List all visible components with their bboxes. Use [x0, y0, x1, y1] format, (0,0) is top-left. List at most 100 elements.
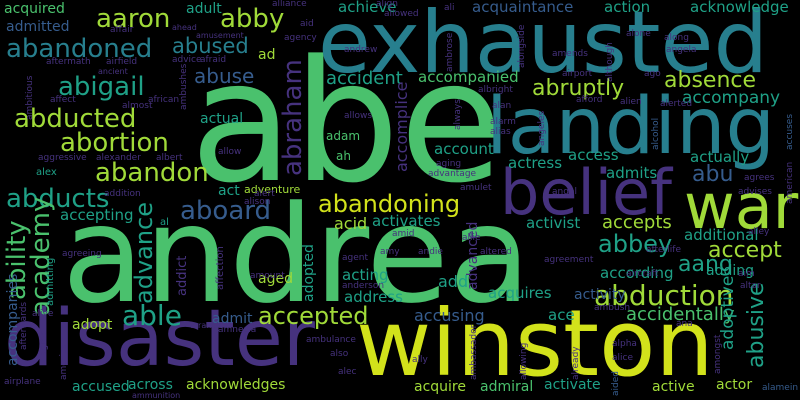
word-agency: agency [284, 33, 317, 43]
word-advises: advises [738, 187, 772, 197]
word-abortion: abortion [60, 128, 169, 158]
word-acquires: acquires [488, 284, 552, 302]
word-actor: actor [716, 377, 753, 393]
word-alec: alec [338, 367, 357, 377]
word-alexander: alexander [96, 153, 141, 163]
word-abu: abu [692, 162, 734, 187]
word-affair: affair [110, 25, 134, 35]
word-andie: andie [418, 247, 443, 257]
word-abruptly: abruptly [532, 76, 625, 101]
word-amulet: amulet [460, 183, 492, 193]
word-abby: abby [220, 4, 285, 34]
word-abbey: abbey [598, 230, 673, 258]
word-alpha: alpha [612, 339, 637, 349]
word-ambrose: ambrose [445, 32, 455, 72]
word-landing: landing [486, 82, 776, 172]
word-action: action [604, 0, 651, 16]
word-abe: abe [190, 24, 503, 220]
word-aged: aged [258, 271, 293, 287]
word-actually: actually [690, 148, 750, 166]
word-abused: abused [172, 34, 249, 58]
word-afterwards: afterwards [19, 301, 29, 350]
word-anderson: anderson [342, 281, 385, 291]
word-acquired: acquired [4, 1, 65, 17]
word-alley: alley [748, 227, 770, 237]
word-accomplice: accomplice [392, 81, 411, 172]
word-actual: actual [200, 111, 244, 127]
word-adopted: adopted [301, 244, 317, 302]
word-adult: adult [186, 1, 222, 17]
word-adam: adam [326, 129, 361, 143]
word-acquaintance: acquaintance [472, 0, 574, 16]
word-aggressive: aggressive [38, 153, 87, 163]
word-act: act [218, 183, 240, 199]
word-alien: alien [620, 97, 642, 107]
word-agent: agent [342, 253, 368, 263]
word-admit: admit [212, 311, 253, 327]
word-according: according [600, 264, 674, 282]
word-ad: ad [258, 47, 276, 63]
word-albert: albert [156, 153, 183, 163]
word-activist: activist [526, 214, 581, 232]
word-accompany: accompany [682, 88, 781, 108]
word-afford: afford [576, 95, 603, 105]
word-ahead: ahead [172, 23, 197, 32]
word-angela: angela [666, 45, 697, 55]
word-amusement: amusement [196, 31, 244, 40]
word-addition: addition [104, 189, 141, 199]
word-america: america [59, 343, 69, 380]
word-agreeing: agreeing [62, 249, 102, 259]
word-alex: alex [36, 167, 57, 178]
word-ace: ace [548, 306, 575, 324]
word-airfield: airfield [106, 57, 138, 67]
word-ali: ali [444, 3, 455, 13]
word-addict: addict [175, 255, 190, 296]
word-alert: alert [254, 189, 275, 199]
word-ancient: ancient [98, 67, 128, 76]
word-abduction: abduction [594, 279, 734, 312]
word-allows: allows [344, 111, 373, 121]
word-allow: allow [218, 147, 242, 157]
word-aircraft: aircraft [626, 269, 659, 279]
word-amends: amends [552, 49, 588, 59]
word-acting: acting [342, 266, 389, 284]
word-accuses: accuses [785, 113, 795, 150]
word-accused: accused [72, 379, 130, 395]
word-amnesia: amnesia [218, 325, 257, 335]
word-alerted: alerted [660, 99, 693, 109]
word-abandoned: abandoned [6, 34, 153, 64]
word-acquire: acquire [414, 379, 466, 395]
word-affect: affect [50, 95, 76, 105]
word-angel: angel [552, 187, 577, 197]
word-disaster: disaster [4, 294, 315, 384]
word-aang: aang [678, 252, 733, 277]
word-alongside: alongside [517, 24, 527, 68]
word-abandon: abandon [95, 158, 209, 188]
word-allowing: allowing [519, 342, 529, 380]
word-also: also [330, 349, 349, 359]
word-ambassador: ambassador [469, 324, 479, 380]
word-angeles: angeles [537, 110, 547, 146]
word-acid: acid [334, 214, 368, 233]
word-adopt: adopt [72, 317, 113, 333]
word-african: african [148, 95, 180, 105]
word-achieve: achieve [338, 0, 397, 16]
word-activity: activity [574, 287, 626, 303]
word-afraid: afraid [200, 55, 227, 65]
word-able: able [122, 299, 182, 332]
word-across: across [128, 377, 173, 393]
word-abraham: abraham [278, 59, 308, 176]
word-andrew: andrew [344, 45, 378, 55]
word-along: along [664, 33, 689, 43]
word-alarm: alarm [490, 117, 516, 127]
word-alcohol: alcohol [651, 117, 661, 150]
word-admitting: admitting [45, 257, 56, 306]
word-belief: belief [500, 156, 672, 229]
word-alive: alive [32, 309, 54, 319]
word-alan: alan [492, 101, 512, 111]
word-aim: aim [738, 269, 755, 279]
word-advanced: advanced [465, 221, 481, 290]
word-admits: admits [606, 164, 658, 182]
word-activates: activates [372, 212, 441, 230]
word-ambush: ambush [594, 303, 631, 313]
